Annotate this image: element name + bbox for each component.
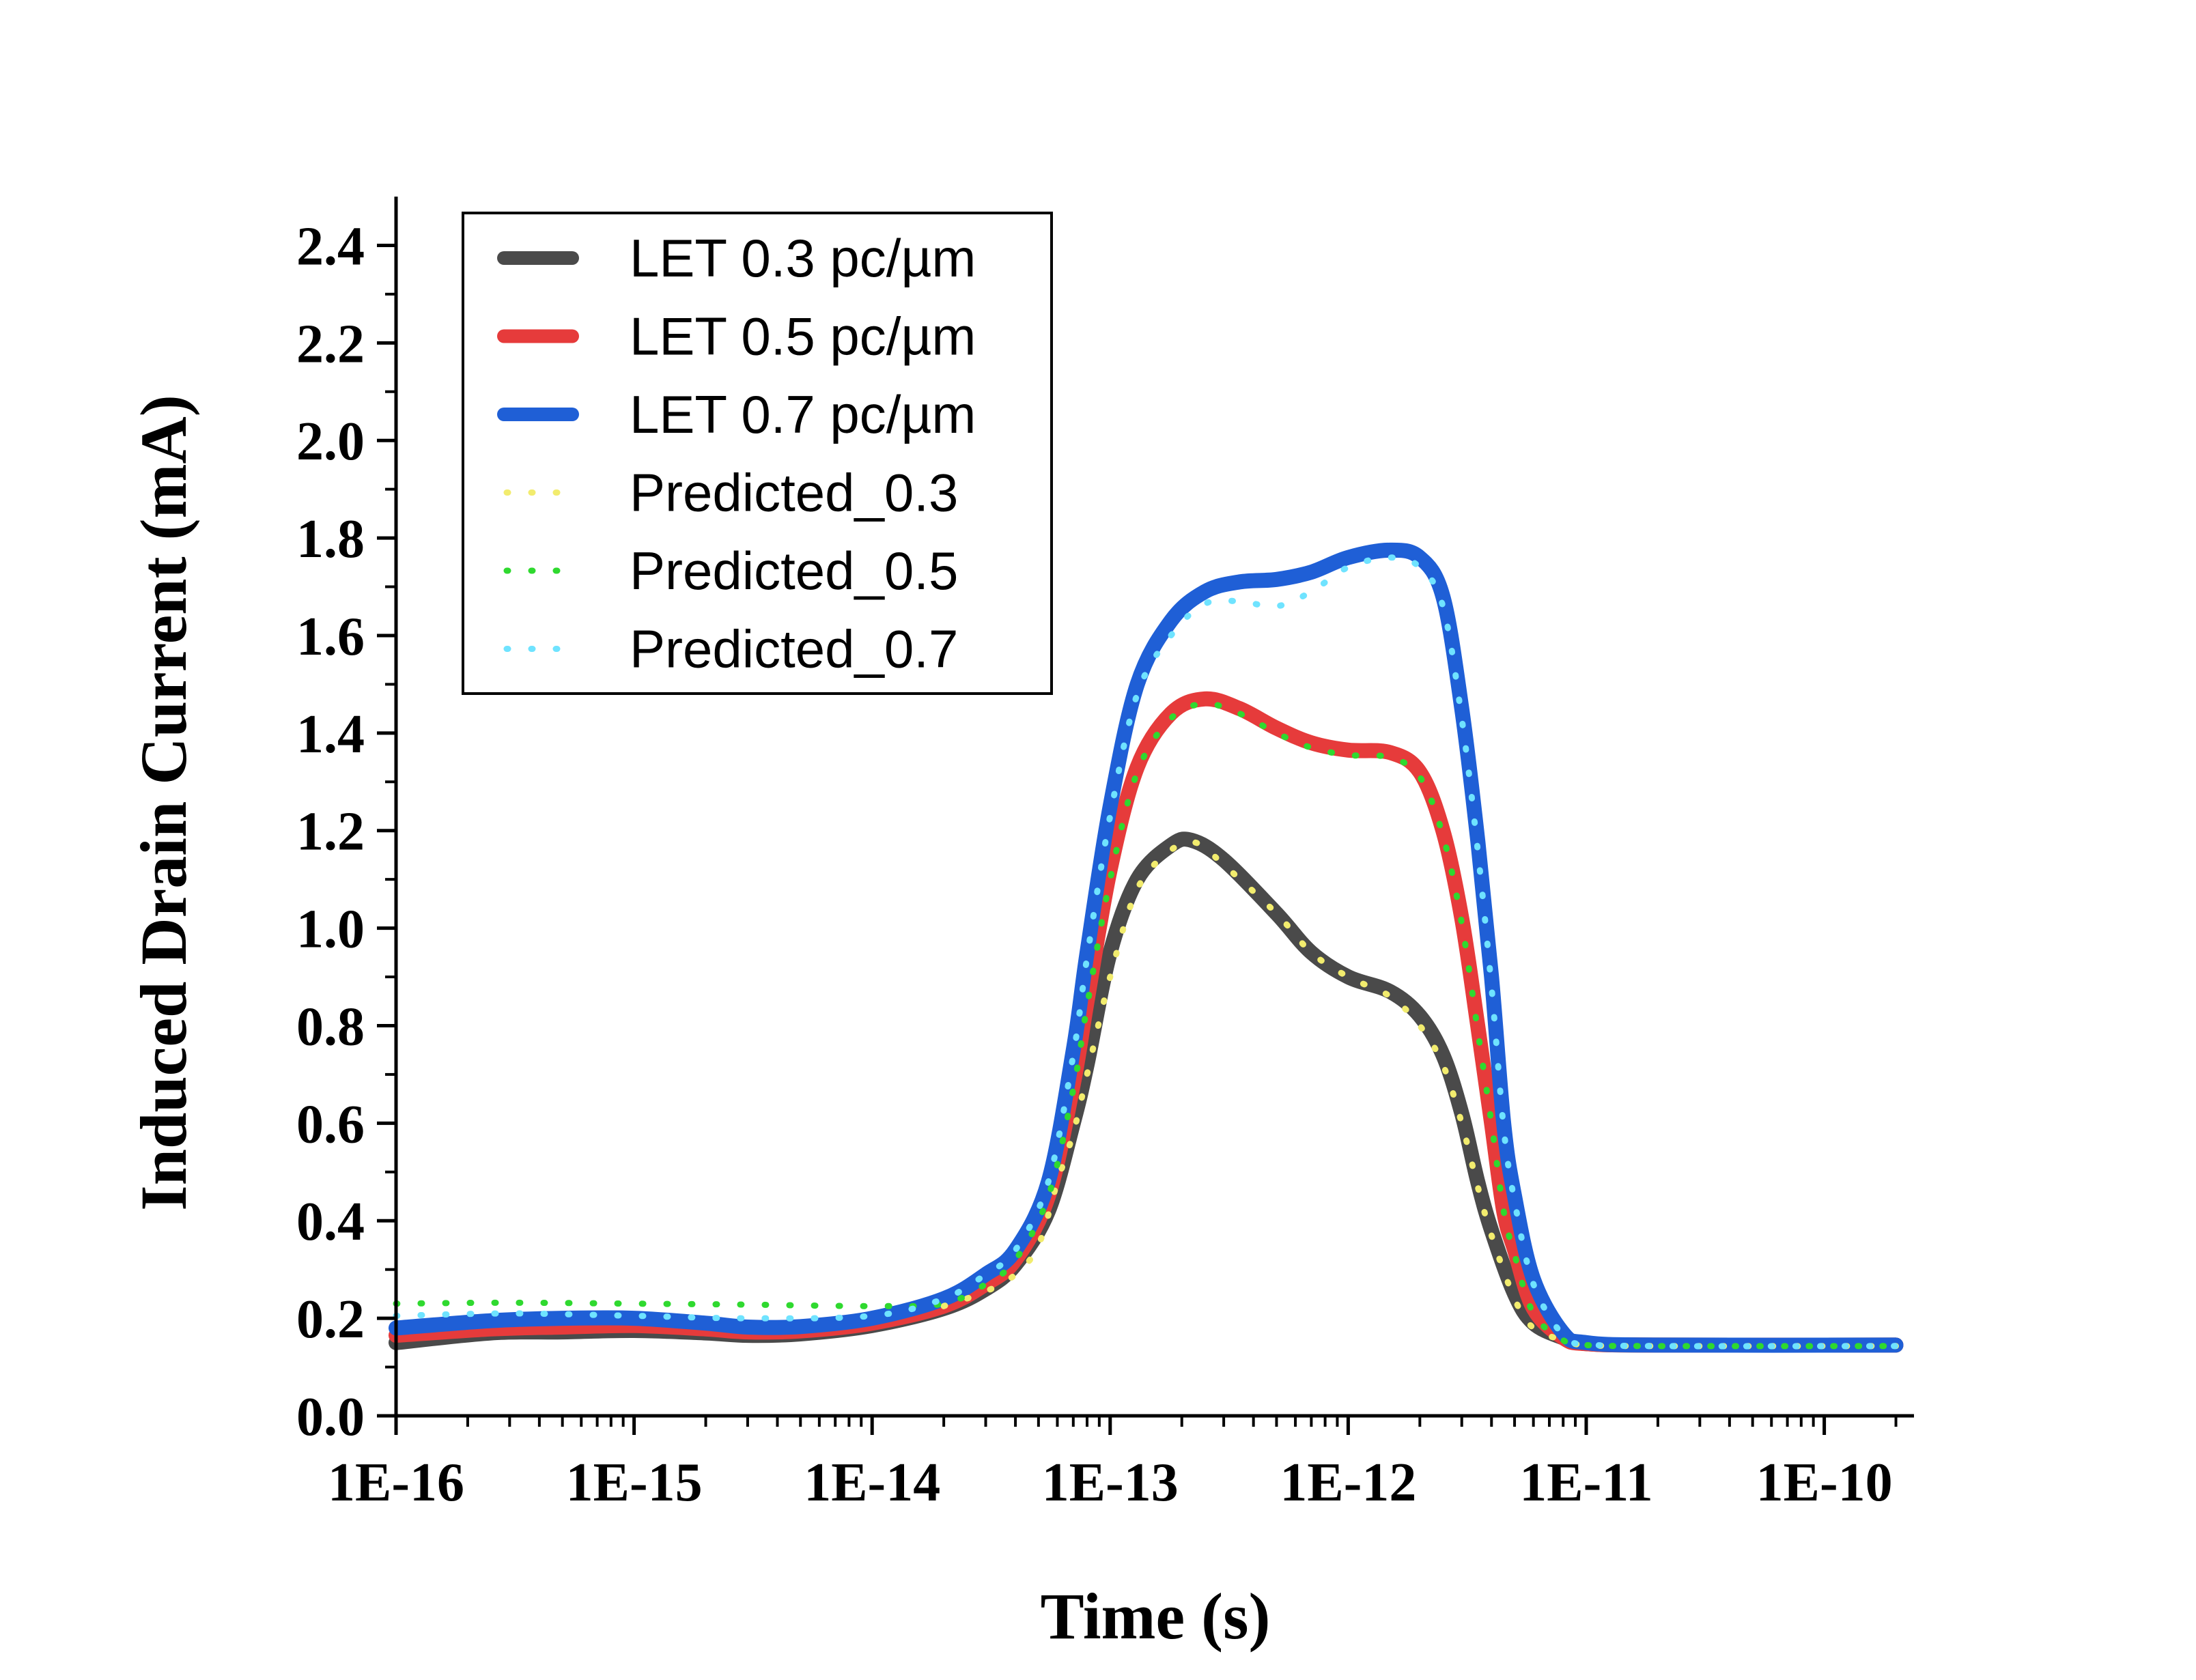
y-tick-label: 1.4 [296, 704, 365, 765]
y-axis-title: Induced Drain Current (mA) [127, 395, 200, 1211]
legend-label-1: LET 0.3 pc/µm [630, 228, 976, 288]
legend-label-4: Predicted_0.3 [630, 463, 958, 523]
legend-label-5: Predicted_0.5 [630, 541, 958, 601]
x-tick-label: 1E-16 [328, 1453, 464, 1513]
y-tick-label: 1.6 [296, 607, 365, 667]
y-tick-label: 0.4 [296, 1192, 365, 1252]
legend: LET 0.3 pc/µm LET 0.5 pc/µm LET 0.7 pc/µm P… [462, 212, 1053, 695]
x-tick-label: 1E-15 [566, 1453, 703, 1513]
y-tick-label: 1.8 [296, 509, 365, 569]
y-tick-label: 0.0 [296, 1387, 365, 1447]
y-tick-label: 0.2 [296, 1290, 365, 1350]
legend-label-3: LET 0.7 pc/µm [630, 384, 976, 444]
x-tick-label: 1E-12 [1280, 1453, 1416, 1513]
y-tick-label: 0.8 [296, 997, 365, 1057]
axes-layer [394, 197, 1914, 1418]
ticks-layer: 1E-16 1E-15 1E-14 1E-13 1E-12 1E-11 1E-10 0.0 0.… [296, 216, 1898, 1513]
y-tick-label: 1.0 [296, 900, 365, 960]
y-tick-label: 0.6 [296, 1094, 365, 1154]
y-tick-label: 2.2 [296, 314, 365, 374]
y-tick-label: 1.2 [296, 802, 365, 862]
x-tick-label: 1E-14 [804, 1453, 940, 1513]
series-line-4 [940, 838, 1899, 1350]
y-tick-label: 2.0 [296, 412, 365, 472]
series-line-3 [389, 542, 1904, 1353]
x-tick-label: 1E-11 [1519, 1453, 1653, 1513]
x-axis-title: Time (s) [1041, 1580, 1271, 1653]
x-tick-label: 1E-13 [1042, 1453, 1179, 1513]
series-layer [389, 542, 1904, 1353]
x-tick-label: 1E-10 [1756, 1453, 1893, 1513]
y-tick-label: 2.4 [296, 216, 365, 276]
legend-box [462, 212, 1053, 695]
legend-label-2: LET 0.5 pc/µm [630, 307, 976, 367]
legend-label-6: Predicted_0.7 [630, 619, 958, 679]
